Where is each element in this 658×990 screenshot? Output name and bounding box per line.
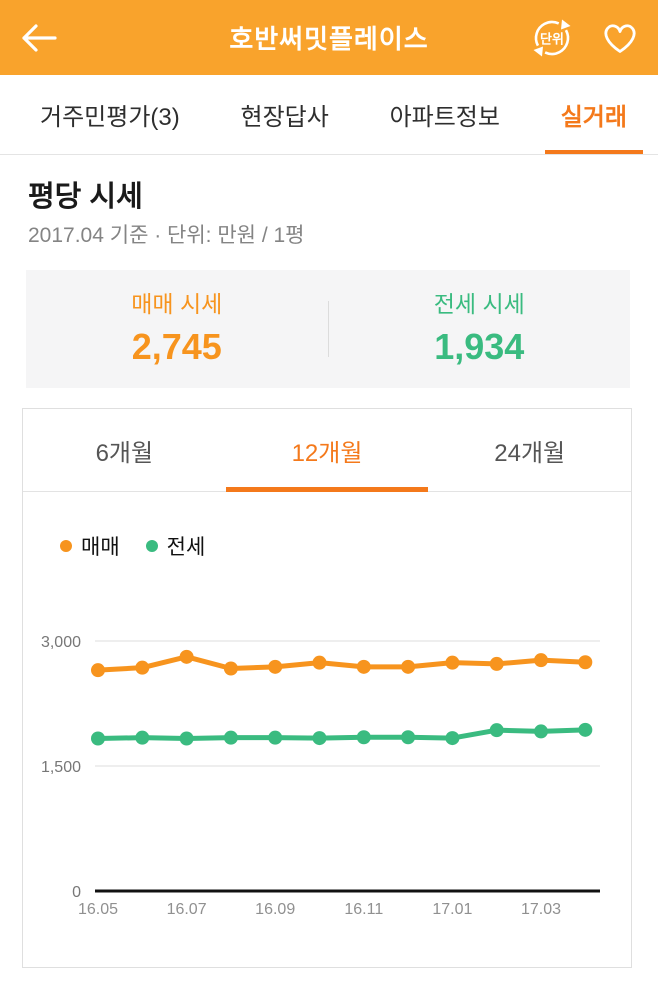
svg-text:16.05: 16.05 xyxy=(78,901,118,918)
unit-button-label: 단위 xyxy=(540,31,564,46)
section-title: 평당 시세 xyxy=(28,181,143,213)
app-header: 호반써밋플레이스 단위 xyxy=(0,0,658,75)
heart-icon xyxy=(604,23,636,53)
back-button[interactable] xyxy=(20,21,60,55)
favorite-button[interactable] xyxy=(601,21,639,55)
main-nav-tabs: 거주민평가(3) 현장답사 아파트정보 실거래 xyxy=(0,75,658,155)
legend-item-lease: 전세 xyxy=(145,531,206,561)
period-tab-24-months[interactable]: 24개월 xyxy=(494,439,566,467)
period-tabs: 6개월 12개월 24개월 xyxy=(23,409,631,492)
svg-text:1,500: 1,500 xyxy=(41,759,81,776)
sale-price-label: 매매 시세 xyxy=(131,291,223,317)
price-divider xyxy=(327,301,329,357)
back-arrow-icon xyxy=(22,23,57,52)
unit-cycle-icon xyxy=(533,19,571,56)
tab-resident-reviews[interactable]: 거주민평가(3) xyxy=(40,104,180,131)
lease-price-label: 전세 시세 xyxy=(433,291,525,317)
svg-text:3,000: 3,000 xyxy=(41,634,81,651)
lease-price-value: 1,934 xyxy=(434,326,525,367)
tab-real-transactions[interactable]: 실거래 xyxy=(544,75,644,154)
sale-legend-dot-icon xyxy=(60,540,72,552)
period-tab-6-months[interactable]: 6개월 xyxy=(95,439,154,467)
section-subtitle: 2017.04 기준 · 단위: 만원 / 1평 xyxy=(28,224,305,247)
svg-text:16.11: 16.11 xyxy=(344,901,383,918)
sale-legend-label: 매매 xyxy=(81,536,120,559)
svg-text:17.03: 17.03 xyxy=(521,901,561,918)
header-actions: 단위 xyxy=(529,15,639,61)
tab-apartment-info[interactable]: 아파트정보 xyxy=(389,104,500,131)
page-title: 호반써밋플레이스 xyxy=(229,24,429,54)
chart-card: 6개월 12개월 24개월 매매 전세 0 1,500 3,000 16.05 16.0… xyxy=(22,408,632,968)
svg-text:16.07: 16.07 xyxy=(167,901,207,918)
legend-item-sale: 매매 xyxy=(60,531,120,561)
lease-legend-dot-icon xyxy=(145,540,158,552)
svg-text:17.01: 17.01 xyxy=(432,901,472,918)
chart-legend: 매매 전세 xyxy=(60,531,205,561)
tab-site-visit[interactable]: 현장답사 xyxy=(240,104,329,131)
sale-price-value: 2,745 xyxy=(131,326,222,367)
price-summary: 매매 시세 2,745 전세 시세 1,934 xyxy=(26,270,630,388)
svg-text:16.09: 16.09 xyxy=(255,901,295,918)
svg-text:0: 0 xyxy=(72,884,81,901)
unit-toggle-button[interactable]: 단위 xyxy=(529,15,575,61)
lease-price-cell: 전세 시세 1,934 xyxy=(329,293,631,365)
price-trend-chart: 0 1,500 3,000 16.05 16.07 16.09 16.11 17.01 17.0… xyxy=(41,634,600,918)
lease-legend-label: 전세 xyxy=(166,536,206,559)
period-tab-12-months[interactable]: 12개월 xyxy=(225,409,429,492)
sale-price-cell: 매매 시세 2,745 xyxy=(26,293,328,365)
